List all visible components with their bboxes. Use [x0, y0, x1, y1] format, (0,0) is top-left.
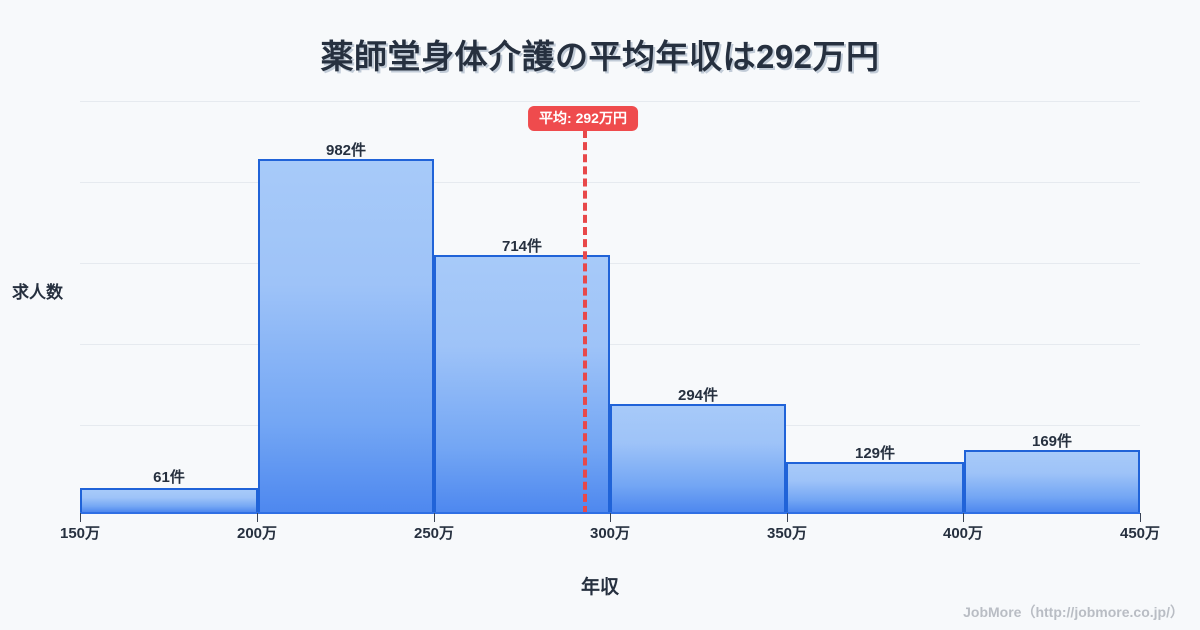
bar-400-450[interactable] — [964, 450, 1140, 514]
x-tick-label: 450万 — [1119, 525, 1161, 542]
bar-250-300[interactable] — [434, 255, 610, 514]
bar-value-label: 169件 — [1031, 433, 1073, 450]
average-line — [583, 130, 587, 514]
gridline — [80, 263, 1140, 264]
y-axis-label: 求人数 — [12, 283, 63, 302]
bar-value-label: 714件 — [501, 238, 543, 255]
x-tick — [787, 513, 788, 522]
x-tick-label: 150万 — [59, 525, 101, 542]
gridline — [80, 344, 1140, 345]
gridline — [80, 101, 1140, 102]
bar-value-label: 294件 — [677, 387, 719, 404]
x-tick — [257, 513, 258, 522]
bar-150-200[interactable] — [80, 488, 258, 514]
bar-350-400[interactable] — [786, 462, 964, 514]
x-tick — [610, 513, 611, 522]
x-tick — [963, 513, 964, 522]
bar-value-label: 982件 — [325, 142, 367, 159]
x-axis-title: 年収 — [580, 577, 619, 598]
chart-title: 薬師堂身体介護の平均年収は292万円 — [320, 38, 880, 75]
x-tick-label: 250万 — [413, 525, 455, 542]
x-tick-label: 400万 — [942, 525, 984, 542]
bar-200-250[interactable] — [258, 159, 434, 514]
x-tick-label: 350万 — [766, 525, 808, 542]
x-tick — [80, 513, 81, 522]
footer-watermark: JobMore（http://jobmore.co.jp/） — [963, 604, 1184, 620]
x-tick — [1140, 513, 1141, 522]
x-tick-label: 300万 — [589, 525, 631, 542]
x-tick-label: 200万 — [236, 525, 278, 542]
bar-value-label: 61件 — [153, 469, 185, 486]
bar-value-label: 129件 — [854, 445, 896, 462]
gridline — [80, 182, 1140, 183]
average-badge: 平均: 292万円 — [528, 106, 638, 131]
x-tick — [434, 513, 435, 522]
bar-300-350[interactable] — [610, 404, 786, 514]
